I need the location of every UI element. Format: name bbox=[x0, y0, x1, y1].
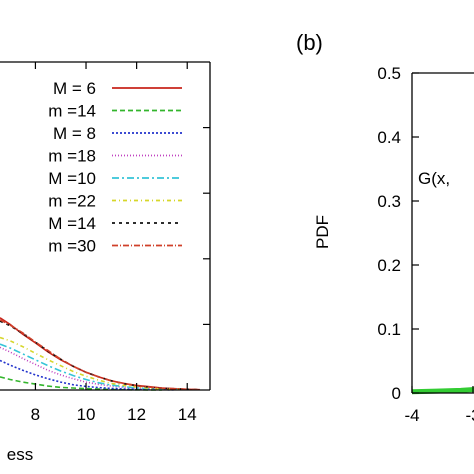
panel-b-plot-area bbox=[411, 387, 474, 395]
panel-a-x-axis-label: ess bbox=[7, 445, 33, 464]
panel-a-series-line-7 bbox=[0, 319, 200, 391]
panel-b-y-axis-label: PDF bbox=[313, 215, 332, 249]
panel-b-x-ticks: -4 -3 bbox=[404, 386, 474, 425]
panel-b: (b) PDF 0 0.1 0.2 0.3 0.4 0.5 -4 -3 G(x, bbox=[296, 30, 474, 425]
panel-a-x-tick-label: 12 bbox=[127, 405, 146, 424]
panel-a-series-line-2 bbox=[0, 359, 175, 391]
panel-a-y-ticks bbox=[203, 126, 210, 325]
panel-a-x-ticks: 8 10 12 14 bbox=[31, 62, 197, 424]
panel-a-plot-area bbox=[0, 317, 200, 391]
panel-b-y-tick-label: 0.2 bbox=[377, 256, 401, 275]
panel-a-x-tick-label: 8 bbox=[31, 405, 40, 424]
panel-b-x-tick-label: -3 bbox=[465, 406, 474, 425]
panel-a-legend-label-1: m =14 bbox=[48, 102, 96, 121]
panel-a-legend-label-3: m =18 bbox=[48, 147, 96, 166]
panel-a-series-line-4 bbox=[0, 343, 188, 391]
panel-b-y-tick-label: 0.4 bbox=[377, 128, 401, 147]
panel-a-legend-label-0: M = 6 bbox=[53, 79, 96, 98]
panel-a-series-line-3 bbox=[0, 346, 188, 391]
panel-b-y-tick-label: 0 bbox=[392, 384, 401, 403]
panel-b-x-tick-label: -4 bbox=[404, 406, 419, 425]
panel-a-legend-label-5: m =22 bbox=[48, 192, 96, 211]
panel-a-legend-label-2: M = 8 bbox=[53, 124, 96, 143]
panel-a-series-line-1 bbox=[0, 376, 162, 391]
panel-a-series-line-0 bbox=[0, 317, 200, 391]
panel-b-series-line-0 bbox=[411, 387, 474, 395]
panel-a-x-tick-label: 14 bbox=[178, 405, 197, 424]
panel-a-legend-label-7: m =30 bbox=[48, 237, 96, 256]
panel-a-x-tick-label: 10 bbox=[77, 405, 96, 424]
panel-a-series-line-6 bbox=[0, 320, 200, 391]
panel-b-label: (b) bbox=[296, 30, 323, 55]
panel-b-y-ticks: 0 0.1 0.2 0.3 0.4 0.5 bbox=[377, 64, 419, 403]
panel-b-y-tick-label: 0.1 bbox=[377, 320, 401, 339]
panel-a: M = 6 m =14 M = 8 m =18 M =10 m =22 M =14 m =30… bbox=[0, 61, 211, 464]
panel-a-legend: M = 6 m =14 M = 8 m =18 M =10 m =22 M =14 m =30 bbox=[48, 79, 182, 256]
panel-a-series-line-5 bbox=[0, 336, 188, 391]
panel-b-annotation: G(x, bbox=[418, 169, 450, 188]
panel-b-y-tick-label: 0.3 bbox=[377, 192, 401, 211]
panel-b-y-tick-label: 0.5 bbox=[377, 64, 401, 83]
panel-a-legend-label-6: M =14 bbox=[48, 214, 96, 233]
panel-a-legend-label-4: M =10 bbox=[48, 169, 96, 188]
